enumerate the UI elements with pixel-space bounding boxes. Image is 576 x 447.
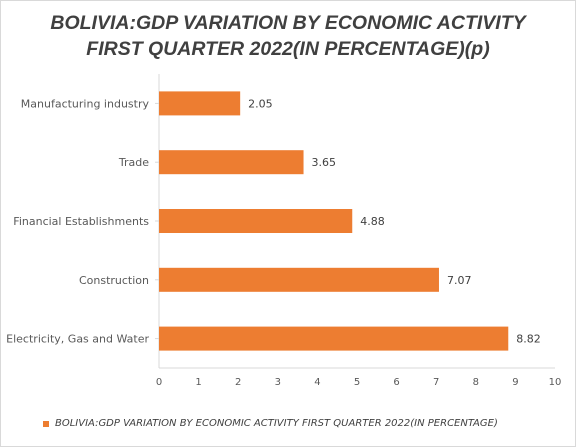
category-label: Manufacturing industry <box>21 97 150 110</box>
bar <box>159 209 353 233</box>
x-tick-label: 0 <box>156 377 162 388</box>
bar <box>159 326 509 351</box>
category-label: Electricity, Gas and Water <box>6 333 149 346</box>
data-label: 3.65 <box>312 156 337 169</box>
x-tick-label: 7 <box>433 377 439 388</box>
x-tick-label: 10 <box>549 377 562 388</box>
x-tick-label: 2 <box>235 377 241 388</box>
x-tick-label: 9 <box>512 377 518 388</box>
data-label: 2.05 <box>248 97 273 110</box>
legend: BOLIVIA:GDP VARIATION BY ECONOMIC ACTIVI… <box>43 418 563 429</box>
category-label: Construction <box>79 274 149 287</box>
x-tick-label: 1 <box>195 377 201 388</box>
x-tick-label: 6 <box>393 377 399 388</box>
x-tick-label: 3 <box>275 377 281 388</box>
x-tick-label: 5 <box>354 377 360 388</box>
chart-title: BOLIVIA:GDP VARIATION BY ECONOMIC ACTIVI… <box>0 10 576 62</box>
bar <box>159 267 439 292</box>
x-tick-label: 4 <box>314 377 320 388</box>
data-label: 4.88 <box>360 215 385 228</box>
bar <box>159 150 304 175</box>
chart-title-line-2: FIRST QUARTER 2022(IN PERCENTAGE)(p) <box>86 38 490 60</box>
chart-title-line-1: BOLIVIA:GDP VARIATION BY ECONOMIC ACTIVI… <box>50 12 526 34</box>
category-label: Financial Establishments <box>13 215 149 228</box>
data-label: 8.82 <box>516 333 541 346</box>
x-tick-label: 8 <box>473 377 479 388</box>
legend-label: BOLIVIA:GDP VARIATION BY ECONOMIC ACTIVI… <box>55 418 498 429</box>
legend-swatch <box>43 420 49 427</box>
category-label: Trade <box>118 156 149 169</box>
data-label: 7.07 <box>447 274 472 287</box>
bar <box>159 91 241 116</box>
